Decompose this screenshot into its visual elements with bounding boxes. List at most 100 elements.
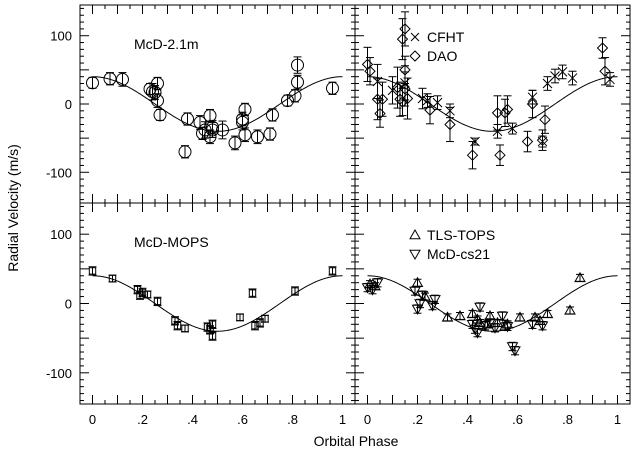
data-point-square bbox=[153, 297, 162, 306]
legend-label: DAO bbox=[427, 48, 457, 64]
panel-frame bbox=[79, 202, 356, 405]
data-point-circle bbox=[288, 89, 302, 103]
legend-label: McD-cs21 bbox=[427, 246, 490, 262]
data-point-square bbox=[138, 288, 147, 297]
data-point-circle bbox=[178, 145, 192, 159]
data-point-square bbox=[291, 287, 299, 295]
legend-marker-x bbox=[410, 32, 420, 42]
data-point-triangle-down bbox=[471, 328, 484, 339]
data-point-triangle-down bbox=[426, 301, 439, 312]
y-tick-label: -100 bbox=[46, 366, 72, 381]
panel-label: McD-MOPS bbox=[134, 234, 209, 250]
data-point-triangle-down bbox=[489, 323, 501, 334]
data-point-triangle-down bbox=[479, 321, 491, 332]
data-point-circle bbox=[216, 123, 229, 137]
data-point-diamond bbox=[491, 107, 504, 119]
data-point-square bbox=[208, 332, 217, 340]
data-point-triangle-down bbox=[416, 290, 429, 302]
data-point-circle bbox=[266, 108, 279, 122]
data-point-diamond bbox=[494, 149, 506, 161]
panel-4: 0 .2 .4 .6 .8 1 TLS-TOPS McD-cs21 bbox=[354, 202, 631, 427]
data-point-triangle-up bbox=[564, 304, 576, 315]
data-point-circle bbox=[148, 85, 162, 99]
data-point-triangle-down bbox=[509, 346, 521, 357]
data-point-triangle-up bbox=[514, 311, 526, 322]
x-tick-label: .8 bbox=[287, 412, 298, 427]
data-point-triangle-down bbox=[501, 322, 514, 333]
data-point-diamond bbox=[599, 65, 611, 77]
data-point-square bbox=[143, 290, 152, 299]
data-point-diamond bbox=[501, 103, 514, 116]
data-point-diamond bbox=[376, 93, 389, 105]
data-point-triangle-down bbox=[366, 285, 379, 296]
y-tick-label: 100 bbox=[50, 29, 72, 44]
data-point-circle bbox=[228, 136, 242, 150]
data-point-circle bbox=[263, 127, 277, 141]
panel-3: 100 0 -100 0 .2 .4 .6 .8 1 McD-MOPS bbox=[46, 202, 356, 427]
data-point-square bbox=[171, 317, 179, 325]
data-point-diamond bbox=[399, 23, 411, 35]
x-tick-label: 1 bbox=[339, 412, 346, 427]
data-point-x bbox=[507, 123, 518, 134]
x-tick-label: .4 bbox=[187, 412, 198, 427]
y-tick-label: 0 bbox=[65, 97, 72, 112]
legend-marker-triangle-down bbox=[409, 249, 421, 261]
data-point-circle bbox=[206, 120, 219, 134]
data-point-diamond bbox=[539, 113, 551, 126]
data-point-diamond bbox=[536, 134, 549, 146]
data-point-circle bbox=[291, 75, 304, 89]
panel-2: CFHT DAO bbox=[354, 4, 631, 204]
data-point-diamond bbox=[521, 135, 534, 148]
data-point-x bbox=[492, 126, 503, 137]
x-tick-label: .4 bbox=[462, 412, 473, 427]
data-point-diamond bbox=[391, 81, 404, 94]
data-point-triangle-down bbox=[429, 295, 441, 306]
data-point-diamond bbox=[444, 118, 456, 131]
data-point-square bbox=[173, 321, 182, 330]
x-tick-label: .2 bbox=[412, 412, 423, 427]
data-point-triangle-up bbox=[491, 316, 504, 328]
data-point-triangle-up bbox=[466, 307, 479, 319]
y-tick-label: -100 bbox=[46, 165, 72, 180]
model-curve bbox=[92, 275, 343, 332]
data-point-triangle-down bbox=[411, 304, 424, 316]
data-point-circle bbox=[326, 81, 339, 95]
x-tick-label: .6 bbox=[512, 412, 523, 427]
data-point-circle bbox=[116, 72, 129, 86]
data-point-triangle-down bbox=[371, 278, 384, 289]
data-point-x bbox=[417, 93, 428, 104]
data-point-triangle-down bbox=[496, 311, 509, 322]
data-point-circle bbox=[181, 112, 194, 126]
data-point-square bbox=[108, 274, 117, 283]
data-point-x bbox=[550, 71, 560, 81]
data-point-circle bbox=[251, 130, 264, 144]
data-point-circle bbox=[86, 76, 99, 90]
data-point-diamond bbox=[374, 107, 386, 120]
data-point-triangle-down bbox=[474, 302, 486, 313]
data-point-circle bbox=[236, 112, 249, 126]
legend-marker-triangle-up bbox=[409, 228, 421, 240]
data-point-diamond bbox=[399, 83, 411, 95]
data-point-x bbox=[387, 85, 398, 96]
model-curve bbox=[367, 275, 618, 332]
data-point-square bbox=[88, 267, 97, 275]
data-point-square bbox=[328, 267, 337, 275]
x-tick-label: .6 bbox=[237, 412, 248, 427]
data-point-square bbox=[248, 289, 257, 297]
data-point-circle bbox=[238, 128, 252, 142]
data-point-x bbox=[567, 73, 578, 83]
legend-label: CFHT bbox=[427, 29, 465, 45]
data-point-diamond bbox=[396, 33, 409, 45]
data-point-circle bbox=[153, 108, 167, 122]
data-point-triangle-down bbox=[526, 320, 539, 331]
data-point-circle bbox=[103, 72, 117, 86]
data-point-diamond bbox=[596, 42, 609, 54]
x-tick-label: .2 bbox=[137, 412, 148, 427]
data-point-x bbox=[432, 97, 443, 108]
data-point-square bbox=[236, 313, 244, 322]
data-point-square bbox=[256, 319, 264, 327]
data-point-triangle-up bbox=[441, 311, 454, 322]
data-point-diamond bbox=[466, 149, 479, 161]
legend-label: TLS-TOPS bbox=[427, 227, 495, 243]
